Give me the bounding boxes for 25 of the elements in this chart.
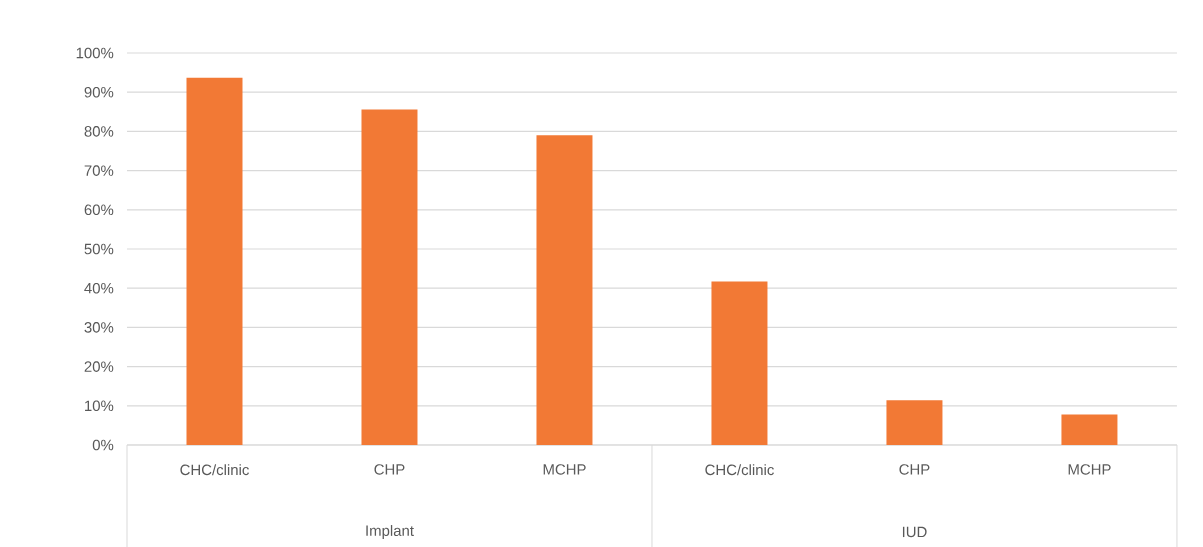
bar [711,281,768,445]
y-tick-label: 70% [84,165,114,176]
x-tick-label: MCHP [543,464,586,475]
y-tick-label: 10% [85,400,114,412]
y-tick-label: 20% [84,361,114,372]
y-tick-label: 90% [84,86,114,98]
y-tick-label: 100% [76,47,114,59]
x-tick-label: CHC/clinic [705,464,774,476]
x-tick-label: CHC/clinic [180,464,249,476]
x-tick-label: CHP [899,464,930,475]
y-tick-label: 80% [84,126,114,137]
bar [886,400,943,445]
text: Implant [366,525,414,539]
bar [1061,414,1118,445]
bar [361,109,418,445]
bar [536,135,593,445]
x-tick-label: CHP [374,464,405,475]
y-tick-label: 0% [92,439,114,451]
bar [186,77,243,445]
y-tick-label: 60% [84,204,114,216]
y-tick-label: 30% [84,322,114,333]
y-tick-label: 50% [84,243,114,255]
y-tick-label: 40% [84,282,114,294]
x-tick-label: MCHP [1068,464,1111,475]
text: IUD [902,526,927,538]
